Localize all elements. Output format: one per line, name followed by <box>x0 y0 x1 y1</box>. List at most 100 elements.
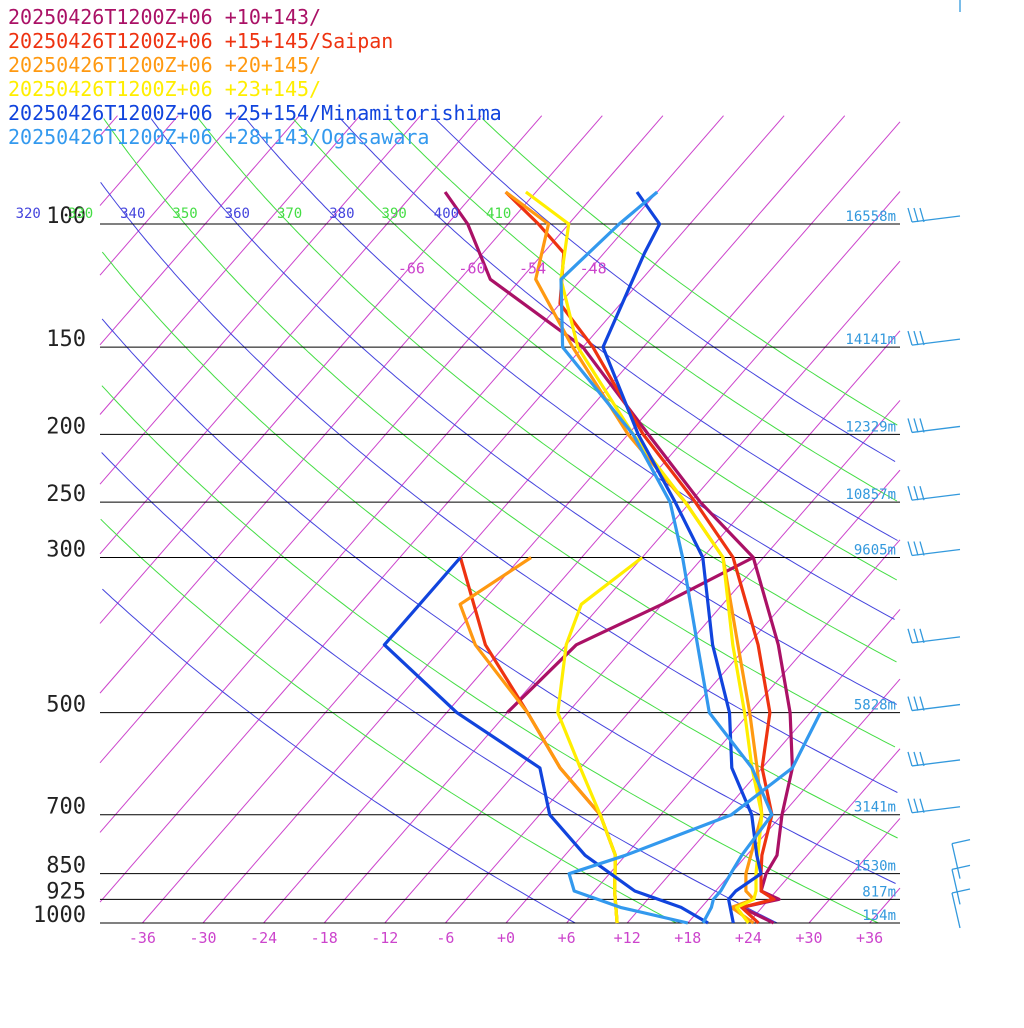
pressure-tick-label: 100 <box>46 204 86 229</box>
pressure-tick-label: 925 <box>46 879 86 904</box>
wind-barb-flag <box>919 330 925 346</box>
height-label: 12329m <box>845 419 896 435</box>
wind-barb-flag <box>913 751 919 767</box>
wind-barb <box>951 892 961 929</box>
isotherm-line <box>99 115 543 624</box>
labels-layer: 100 16558m 150 14141m 200 12329m 250 10857m 300 9… <box>16 204 896 947</box>
pressure-tick-label: 850 <box>46 854 86 879</box>
dry-adiabat-line <box>102 588 576 924</box>
wind-barb-flag <box>907 418 913 433</box>
theta-label: 390 <box>382 206 407 222</box>
height-label: 1530m <box>854 859 896 875</box>
wind-barb-flag <box>907 330 913 346</box>
pressure-tick-label: 1000 <box>33 903 86 928</box>
wind-barb-flag <box>919 485 925 501</box>
dewpoint-line <box>382 556 709 925</box>
x-tick-label: +24 <box>735 929 762 947</box>
wind-barb <box>911 338 961 346</box>
theta-label: 320 <box>16 206 41 222</box>
wind-barb-flag <box>907 207 913 223</box>
height-label: 817m <box>862 884 896 900</box>
isotherm-line <box>99 115 724 833</box>
wind-barb-flag <box>919 751 925 767</box>
wind-barb-flag <box>913 485 919 501</box>
wind-barb-flag <box>913 628 919 644</box>
height-label: 154m <box>862 908 896 924</box>
theta-label: 410 <box>486 206 511 222</box>
pressure-tick-label: 700 <box>46 795 86 820</box>
wind-barb-flag <box>907 751 913 767</box>
temperature-line <box>601 191 763 924</box>
x-tick-label: +18 <box>674 929 701 947</box>
isotherm-label: -66 <box>398 259 425 277</box>
isotherm-line <box>445 400 901 924</box>
theta-label: 400 <box>434 206 459 222</box>
wind-barb-flag <box>919 207 925 223</box>
wind-barb <box>911 215 961 223</box>
height-label: 5828m <box>854 698 896 714</box>
wind-barb <box>951 869 961 905</box>
x-tick-label: +12 <box>614 929 641 947</box>
wind-barb-flag <box>913 696 919 711</box>
wind-barb-flag <box>907 628 913 644</box>
wind-barb-flag <box>913 418 919 433</box>
dewpoint-line <box>556 556 644 924</box>
wind-barb <box>911 425 961 434</box>
wind-barb-flag <box>907 798 913 813</box>
wind-barb <box>911 636 961 644</box>
dry-adiabat-line <box>101 385 879 924</box>
legend-entry: 20250426T1200Z+06 +23+145/ <box>8 77 321 101</box>
wind-barb-flag <box>919 541 925 556</box>
grid-layer <box>99 115 901 924</box>
isotherm-line <box>99 115 300 346</box>
x-tick-label: -30 <box>189 929 216 947</box>
dry-adiabat-line <box>101 318 896 884</box>
temperature-line <box>524 190 764 924</box>
theta-label: 350 <box>172 206 197 222</box>
theta-label: 360 <box>225 206 250 222</box>
theta-label: 340 <box>120 206 145 222</box>
wind-barb-flag <box>907 485 913 501</box>
isotherm-line <box>505 469 901 924</box>
wind-barb-flag <box>951 839 971 845</box>
dry-adiabat-line <box>103 118 896 748</box>
isotherm-line <box>142 115 846 924</box>
wind-barb-flag <box>913 798 919 813</box>
isotherm-line <box>869 887 901 924</box>
isotherm-line <box>99 115 240 276</box>
pressure-tick-label: 500 <box>46 693 86 718</box>
height-label: 3141m <box>854 800 896 816</box>
legend-entry: 20250426T1200Z+06 +25+154/Minamitorishim… <box>8 101 502 125</box>
x-tick-label: -24 <box>250 929 277 947</box>
wind-barb-flag <box>919 628 925 644</box>
x-tick-label: +36 <box>856 929 883 947</box>
legend-layer: 20250426T1200Z+06 +10+143/20250426T1200Z… <box>8 5 502 149</box>
isotherm-line <box>808 818 901 924</box>
x-tick-label: +0 <box>497 929 515 947</box>
dry-adiabat-line <box>245 118 895 620</box>
x-tick-label: +6 <box>558 929 576 947</box>
isotherm-line <box>202 121 901 924</box>
isotherm-label: -54 <box>519 259 546 277</box>
dewpoint-line <box>458 557 619 924</box>
wind-barb-flag <box>919 418 925 433</box>
legend-entry: 20250426T1200Z+06 +15+145/Saipan <box>8 29 393 53</box>
dry-adiabat-line <box>482 118 898 426</box>
height-label: 14141m <box>845 332 896 348</box>
x-tick-label: -6 <box>436 929 454 947</box>
wind-barb <box>911 493 961 501</box>
dewpoint-line <box>506 556 755 714</box>
wind-barb-flag <box>913 207 919 223</box>
height-label: 9605m <box>854 543 896 559</box>
wind-barb-flag <box>919 696 925 711</box>
isotherm-line <box>99 115 421 485</box>
isotherm-line <box>99 115 603 694</box>
dry-adiabat-line <box>387 118 898 502</box>
isotherm-line <box>566 539 901 924</box>
isotherm-line <box>323 260 901 924</box>
legend-entry: 20250426T1200Z+06 +28+143/Ogasawara <box>8 125 429 149</box>
temperature-line <box>559 190 774 924</box>
x-tick-label: +30 <box>795 929 822 947</box>
